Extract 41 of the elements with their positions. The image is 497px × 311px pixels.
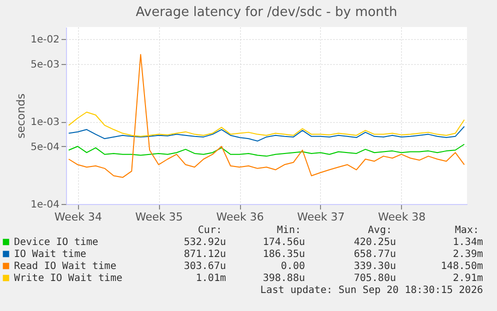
text: 532.92u <box>184 237 226 248</box>
x-tick-label: Week 38 <box>378 210 426 224</box>
text: Min: <box>276 225 301 236</box>
text: Avg: <box>368 225 392 236</box>
text: 398.88u <box>262 273 305 284</box>
text: 339.30u <box>354 261 396 272</box>
line-series <box>68 144 465 157</box>
y-axis-title: seconds <box>14 93 28 138</box>
x-tick-label: Week 36 <box>216 210 264 224</box>
legend-label: Device IO time <box>14 237 98 248</box>
text: 420.25u <box>354 237 396 248</box>
legend-label: Read IO Wait time <box>14 261 116 272</box>
legend-label: Write IO Wait time <box>14 273 122 284</box>
x-tick-label: Week 35 <box>135 210 183 224</box>
y-tick-label: 5e-04 <box>30 142 60 153</box>
text: 0.00 <box>280 261 305 272</box>
text: 2.39m <box>452 249 483 260</box>
text: 2.91m <box>452 273 483 284</box>
line-series <box>68 126 465 142</box>
text: 1.34m <box>452 237 483 248</box>
text: Max: <box>454 225 479 236</box>
y-tick-label: 1e-04 <box>30 200 60 210</box>
text: 1.01m <box>196 273 226 284</box>
chart-title: Average latency for /dev/sdc - by month <box>136 5 398 20</box>
text: 174.56u <box>262 237 305 248</box>
text: 871.12u <box>184 249 226 260</box>
y-tick-label: 5e-03 <box>30 59 60 70</box>
line-series <box>68 54 465 178</box>
text: Cur: <box>198 225 222 236</box>
text: 303.67u <box>184 261 226 272</box>
text: 705.80u <box>354 273 396 284</box>
y-tick-label: 1e-02 <box>30 34 60 46</box>
text: 658.77u <box>354 249 396 260</box>
text: 148.50m <box>440 261 483 272</box>
line-series <box>68 112 465 137</box>
x-tick-label: Week 37 <box>297 210 345 224</box>
legend-label: IO Wait time <box>14 249 86 260</box>
text: Last update: Sun Sep 20 18:30:15 2026 <box>260 285 483 296</box>
y-tick-label: 1e-03 <box>30 117 60 128</box>
x-tick-label: Week 34 <box>54 210 102 224</box>
text: 186.35u <box>262 249 305 260</box>
